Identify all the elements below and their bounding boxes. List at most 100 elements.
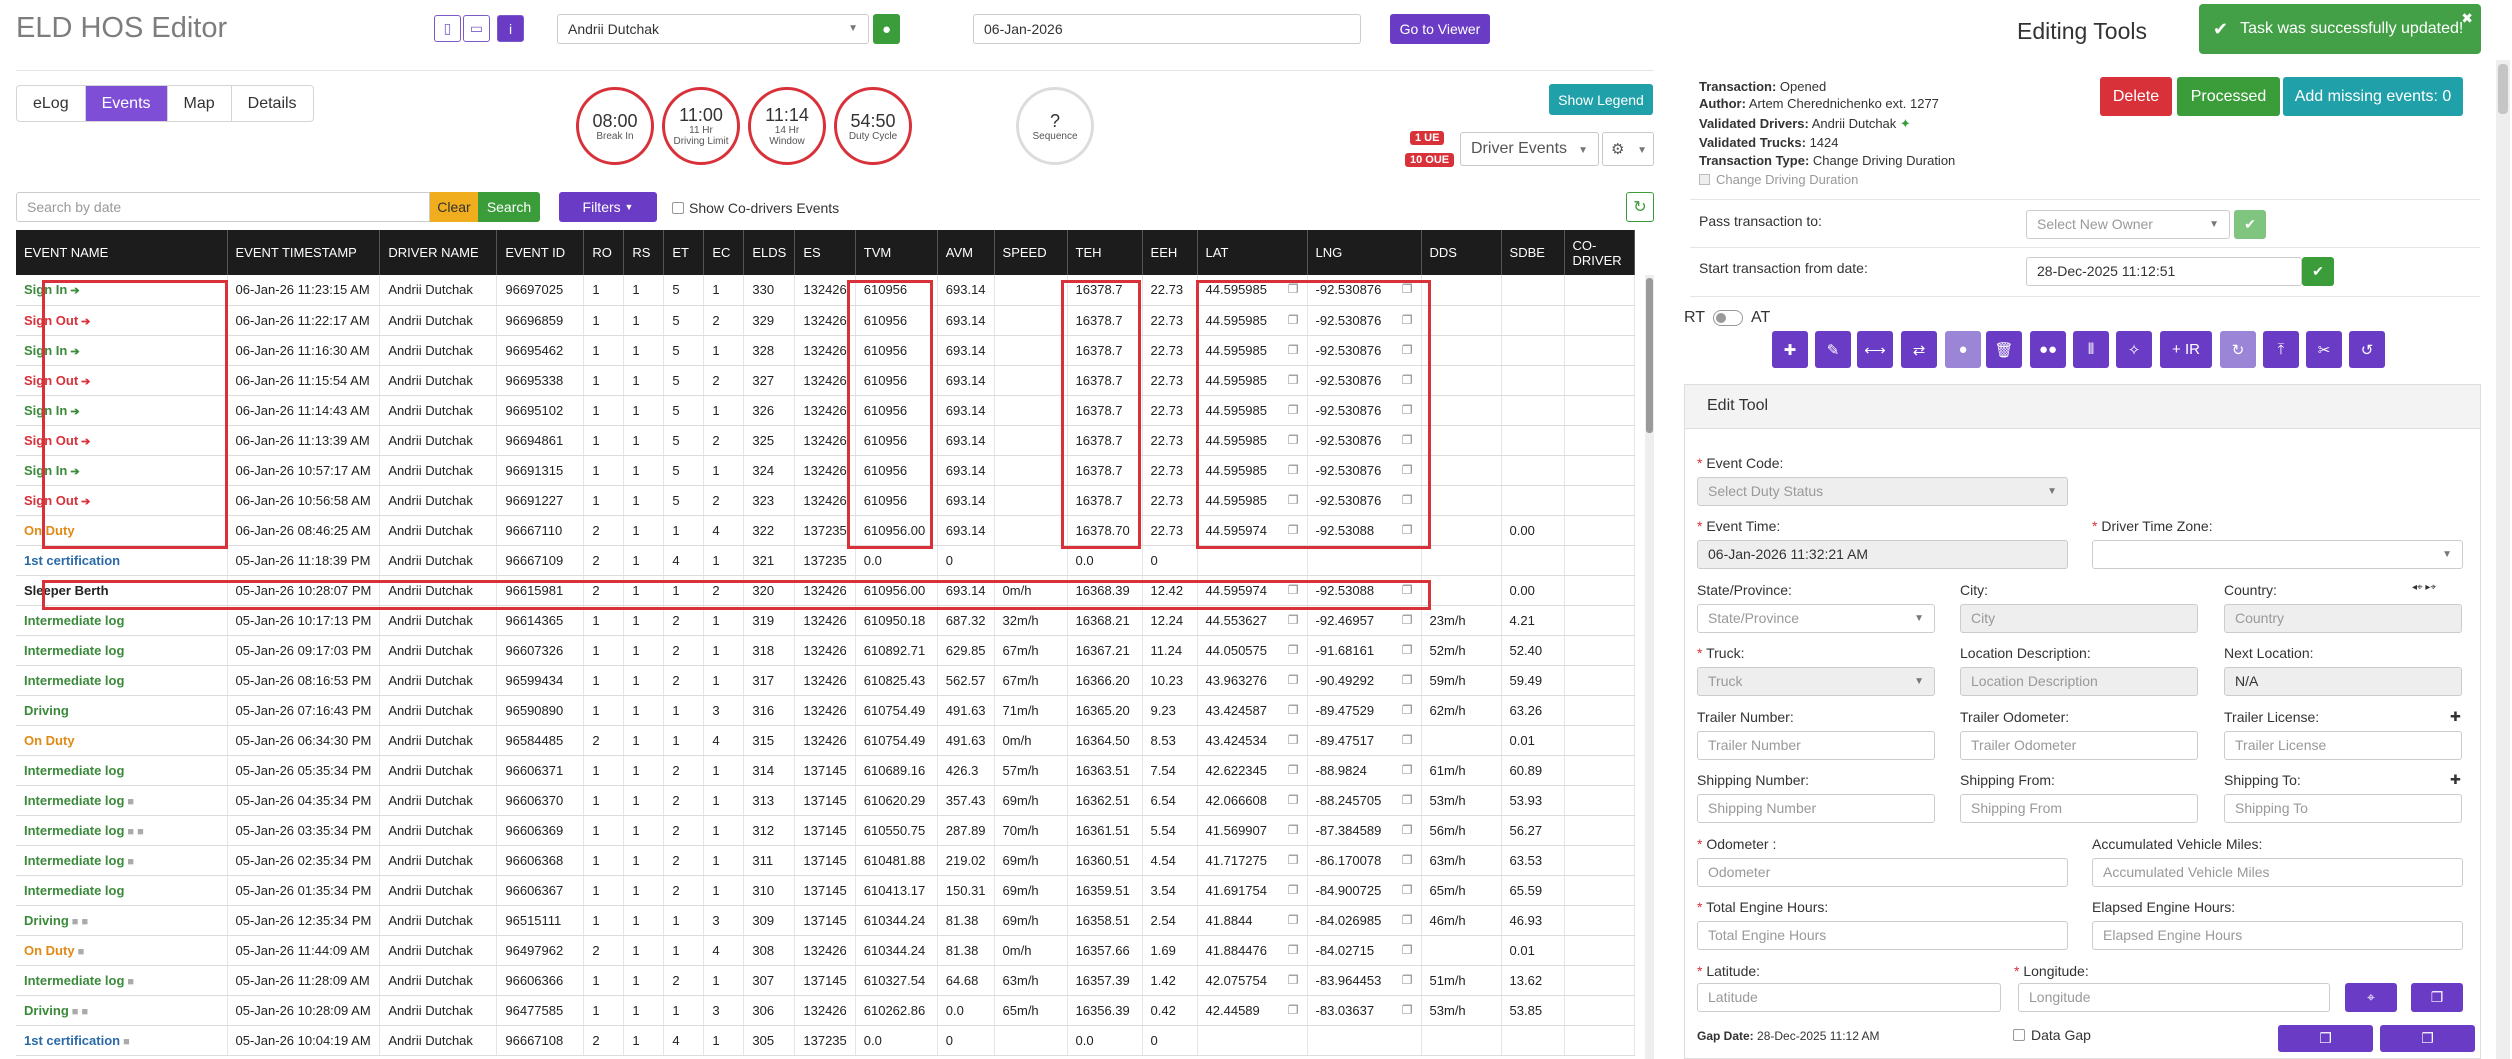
copy-icon[interactable]: ❐ — [1401, 312, 1413, 327]
column-header[interactable]: EEH — [1142, 230, 1198, 275]
table-row[interactable]: Driving 05-Jan-26 07:16:43 PM Andrii Dutch… — [16, 695, 1635, 726]
truck-select[interactable]: Truck ▼ — [1697, 667, 1935, 696]
add-missing-events-button[interactable]: Add missing events: 0 — [2283, 77, 2463, 116]
codrivers-toggle[interactable]: Show Co-drivers Events — [672, 200, 839, 216]
settings-select[interactable]: ⚙ ▼ — [1602, 132, 1654, 166]
shipping-to-input[interactable]: Shipping To — [2224, 794, 2462, 823]
copy-icon[interactable]: ❐ — [1401, 942, 1413, 957]
event-name-cell[interactable]: 1st certification — [16, 545, 228, 576]
table-row[interactable]: Driving ■ ■ 05-Jan-26 12:35:34 PM Andrii Dut… — [16, 905, 1635, 936]
filters-button[interactable]: Filters ▼ — [559, 192, 657, 222]
copy-icon[interactable]: ❐ — [1401, 432, 1413, 447]
copy-icon[interactable]: ❐ — [1287, 612, 1299, 627]
table-row[interactable]: 1st certification 05-Jan-26 11:18:39 PM An… — [16, 545, 1635, 576]
column-header[interactable]: DRIVER NAME — [379, 230, 498, 275]
trailer-license-input[interactable]: Trailer License — [2224, 731, 2462, 760]
delete-button[interactable]: Delete — [2100, 77, 2172, 116]
copy-icon[interactable]: ❐ — [1401, 342, 1413, 357]
copy-icon[interactable]: ❐ — [1401, 762, 1413, 777]
event-name-cell[interactable]: Sign In ➔ — [16, 395, 228, 426]
column-header[interactable]: RS — [623, 230, 665, 275]
table-row[interactable]: Intermediate log ■ 05-Jan-26 04:35:34 PM An… — [16, 785, 1635, 816]
table-row[interactable]: Sign Out ➔ 06-Jan-26 10:56:58 AM Andrii Dut… — [16, 485, 1635, 516]
copy-icon[interactable]: ❐ — [1287, 912, 1299, 927]
copy-coords-button[interactable]: ❐ — [2411, 983, 2463, 1012]
date-input[interactable]: 06-Jan-2026 — [973, 14, 1361, 44]
copy-icon[interactable]: ❐ — [1287, 642, 1299, 657]
plus-icon[interactable]: ✚ — [2450, 772, 2461, 787]
start-date-input[interactable]: 28-Dec-2025 11:12:51 — [2026, 257, 2302, 286]
copy-icon[interactable]: ❐ — [1401, 642, 1413, 657]
table-row[interactable]: On Duty 06-Jan-26 08:46:25 AM Andrii Dutch… — [16, 515, 1635, 546]
event-name-cell[interactable]: Intermediate log — [16, 755, 228, 786]
event-name-cell[interactable]: Sign Out ➔ — [16, 365, 228, 396]
driver-events-select[interactable]: Driver Events ▼ — [1460, 132, 1599, 166]
event-name-cell[interactable]: Sign In ➔ — [16, 455, 228, 486]
table-row[interactable]: Intermediate log 05-Jan-26 09:17:03 PM And… — [16, 635, 1635, 666]
add-event-button[interactable]: ✚ — [1772, 331, 1808, 368]
copy-icon[interactable]: ❐ — [1287, 822, 1299, 837]
edit-event-button[interactable]: ✎ — [1815, 331, 1851, 368]
plus-icon[interactable]: ✚ — [2450, 709, 2461, 724]
copy-icon[interactable]: ❐ — [1287, 852, 1299, 867]
shipping-number-input[interactable]: Shipping Number — [1697, 794, 1935, 823]
copy-icon[interactable]: ❐ — [1287, 762, 1299, 777]
column-header[interactable]: TVM — [855, 230, 938, 275]
copy-icon[interactable]: ❐ — [1287, 972, 1299, 987]
note-icon[interactable]: ▭ — [463, 15, 490, 42]
event-name-cell[interactable]: Driving ■ ■ — [16, 905, 228, 936]
country-input[interactable]: Country — [2224, 604, 2462, 633]
event-name-cell[interactable]: Intermediate log ■ ■ — [16, 815, 228, 846]
copy-icon[interactable]: ❐ — [1401, 582, 1413, 597]
table-row[interactable]: Driving ■ ■ 05-Jan-26 10:28:09 AM Andrii Dut… — [16, 995, 1635, 1026]
event-name-cell[interactable]: Driving ■ ■ — [16, 995, 228, 1026]
copy-icon[interactable]: ❐ — [1287, 492, 1299, 507]
copy-icon[interactable]: ❐ — [1287, 402, 1299, 417]
longitude-input[interactable]: Longitude — [2018, 983, 2330, 1012]
column-header[interactable]: DDS — [1421, 230, 1502, 275]
copy-icon[interactable]: ❐ — [1401, 972, 1413, 987]
tab-elog[interactable]: eLog — [17, 86, 86, 121]
event-name-cell[interactable]: Intermediate log ■ — [16, 845, 228, 876]
column-header[interactable]: LNG — [1307, 230, 1422, 275]
table-row[interactable]: Intermediate log 05-Jan-26 10:17:13 PM And… — [16, 605, 1635, 636]
copy-icon[interactable]: ❐ — [1401, 372, 1413, 387]
copy-icon[interactable]: ❐ — [1287, 1002, 1299, 1017]
driver-event-button[interactable]: ● — [1945, 331, 1981, 368]
copy-icon[interactable]: ❐ — [1401, 852, 1413, 867]
checkbox[interactable] — [672, 202, 684, 214]
column-header[interactable]: EVENT TIMESTAMP — [227, 230, 381, 275]
copy-icon[interactable]: ❐ — [1401, 702, 1413, 717]
table-row[interactable]: On Duty ■ 05-Jan-26 11:44:09 AM Andrii Dutc… — [16, 935, 1635, 966]
engine-hours-input[interactable]: Total Engine Hours — [1697, 921, 2068, 950]
go-to-viewer-button[interactable]: Go to Viewer — [1390, 14, 1490, 44]
confirm-owner-button[interactable]: ✔ — [2234, 210, 2266, 239]
event-name-cell[interactable]: Intermediate log — [16, 635, 228, 666]
event-name-cell[interactable]: Sleeper Berth — [16, 575, 228, 606]
table-row[interactable]: Sign In ➔ 06-Jan-26 11:23:15 AM Andrii Dutc… — [16, 275, 1635, 306]
rt-at-toggle[interactable]: RT AT — [1684, 309, 1771, 326]
locate-button[interactable]: ⌖ — [2345, 983, 2397, 1012]
copy-icon[interactable]: ❐ — [1401, 402, 1413, 417]
copy-icon[interactable]: ❐ — [1401, 1002, 1413, 1017]
copy-icon[interactable]: ❐ — [1287, 522, 1299, 537]
elapsed-hours-input[interactable]: Elapsed Engine Hours — [2092, 921, 2463, 950]
event-name-cell[interactable]: Intermediate log — [16, 665, 228, 696]
column-header[interactable]: SPEED — [994, 230, 1068, 275]
copy-icon[interactable]: ❐ — [1287, 732, 1299, 747]
copy-icon[interactable]: ❐ — [1287, 462, 1299, 477]
data-gap-checkbox[interactable]: Data Gap — [2013, 1027, 2091, 1043]
map-pin-icon[interactable]: ◂⌖ ▸⌖ — [2412, 582, 2437, 593]
shipping-from-input[interactable]: Shipping From — [1960, 794, 2198, 823]
copy-icon[interactable]: ❐ — [1401, 732, 1413, 747]
event-name-cell[interactable]: On Duty ■ — [16, 935, 228, 966]
search-date-input[interactable]: Search by date — [16, 192, 430, 222]
event-name-cell[interactable]: 1st certification ■ — [16, 1025, 228, 1056]
owner-select[interactable]: Select New Owner ▼ — [2026, 210, 2230, 239]
next-location-input[interactable]: N/A — [2224, 667, 2462, 696]
column-header[interactable]: SDBE — [1501, 230, 1565, 275]
event-name-cell[interactable]: Sign Out ➔ — [16, 425, 228, 456]
shift-event-button[interactable]: ⟷ — [1857, 331, 1893, 368]
copy-right-button[interactable]: ❐ — [2380, 1025, 2475, 1052]
copy-icon[interactable]: ❐ — [1287, 312, 1299, 327]
